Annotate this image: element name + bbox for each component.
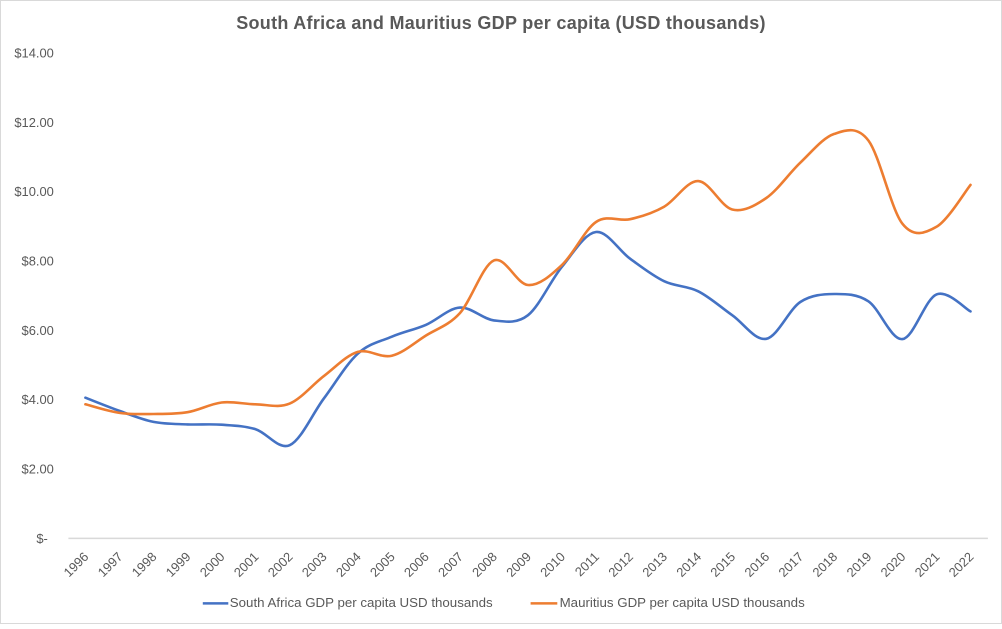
svg-text:$14.00: $14.00	[14, 46, 53, 61]
svg-text:$2.00: $2.00	[22, 462, 54, 477]
svg-text:$12.00: $12.00	[14, 115, 53, 130]
svg-text:Mauritius GDP per capita USD t: Mauritius GDP per capita USD thousands	[560, 595, 805, 610]
svg-text:$6.00: $6.00	[22, 323, 54, 338]
svg-text:South Africa and Mauritius GDP: South Africa and Mauritius GDP per capit…	[236, 13, 766, 33]
svg-text:South Africa GDP per capita US: South Africa GDP per capita USD thousand…	[230, 595, 493, 610]
svg-text:$8.00: $8.00	[22, 254, 54, 269]
svg-text:$10.00: $10.00	[14, 184, 53, 199]
svg-text:$-: $-	[36, 531, 47, 546]
svg-text:$4.00: $4.00	[22, 392, 54, 407]
